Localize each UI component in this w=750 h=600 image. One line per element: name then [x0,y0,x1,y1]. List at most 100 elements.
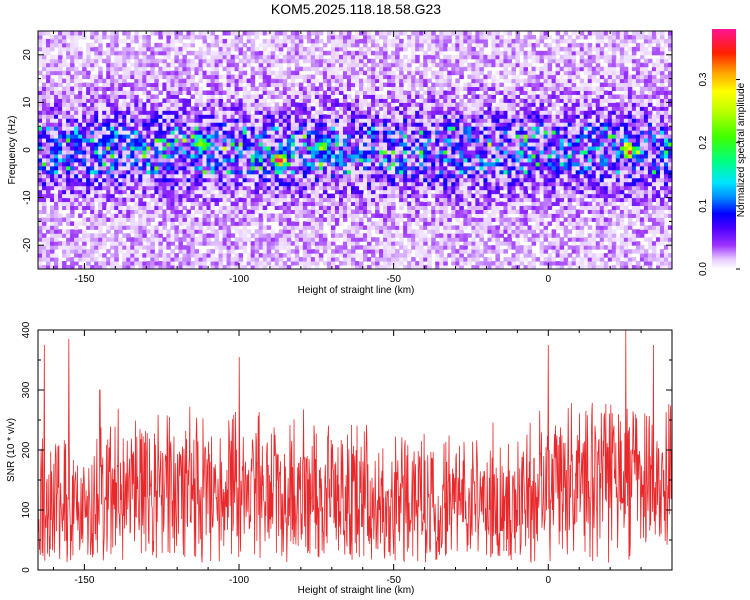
spectrogram-cell [391,217,396,222]
spectrogram-cell [158,229,163,234]
spectrogram-cell [178,34,183,40]
spectrogram-cell [98,241,103,246]
spectrogram-cell [411,257,416,262]
spectrogram-cell [222,265,228,270]
spectrogram-cell [202,70,208,76]
spectrogram-cell [254,130,260,135]
spectrogram-cell [290,78,296,84]
spectrogram-cell [254,265,260,270]
spectrogram-cell [274,86,280,91]
spectrogram-cell [246,185,252,191]
spectrogram-cell [178,161,183,167]
spectrogram-cell [130,50,135,56]
spectrogram-cell [158,177,163,183]
spectrogram-cell [178,126,183,131]
spectrogram-cell [419,98,424,103]
spectrogram-cell [222,233,228,238]
spectrogram-cell [82,118,87,123]
spectrogram-cell [62,241,67,246]
spectrogram-cell [150,185,155,191]
spectrogram-cell [158,237,163,242]
spectrogram-cell [371,122,376,127]
spectrogram-cell [198,146,204,151]
spectrogram-cell [375,265,380,270]
spectrogram-cell [70,138,75,143]
spectrogram-cell [318,126,324,131]
spectrogram-cell [314,177,320,183]
spectrogram-cell [194,157,199,163]
spectrogram-cell [326,90,332,95]
spectrogram-cell [387,249,392,254]
spectrogram-cell [350,201,356,207]
spectrogram-cell [126,134,131,139]
spectrogram-cell [170,233,175,238]
spectrogram-cell [86,150,91,155]
spectrogram-cell [379,54,384,60]
spectrogram-cell [238,241,244,246]
spectrogram-cell [250,169,256,175]
spectrogram-cell [338,106,344,111]
spectrogram-cell [170,177,175,183]
spectrogram-cell [182,90,187,95]
spectrogram-cell [114,34,119,40]
spectrogram-cell [238,153,244,159]
spectrogram-cell [238,118,244,123]
spectrogram-cell [62,62,67,68]
spectrogram-cell [126,74,131,80]
spectrogram-cell [94,134,99,139]
spectrogram-cell [282,157,288,163]
spectrogram-cell [118,62,123,68]
spectrogram-cell [411,153,416,159]
spectrogram-cell [379,74,384,80]
spectrogram-cell [170,138,175,143]
spectrogram-cell [162,114,167,119]
spectrogram-cell [174,70,179,76]
spectrogram-cell [278,46,284,52]
spectrogram-cell [206,249,212,254]
spectrogram-cell [170,42,175,48]
spectrogram-cell [383,34,388,40]
spectrogram-cell [314,249,320,254]
spectrogram-cell [138,42,143,48]
spectrogram-cell [302,130,308,135]
spectrogram-cell [314,189,320,195]
spectrogram-cell [322,102,328,107]
spectrogram-cell [359,265,364,270]
spectrogram-cell [202,205,208,210]
spectrogram-cell [142,114,147,119]
spectrogram-cell [399,161,404,167]
spectrogram-cell [194,134,199,139]
spectrogram-cell [411,86,416,91]
spectrogram-cell [379,173,384,179]
spectrogram-cell [371,257,376,262]
spectrogram-cell [62,31,67,36]
spectrogram-cell [399,130,404,135]
spectrogram-cell [314,173,320,179]
spectrogram-cell [170,142,175,147]
spectrogram-cell [138,173,143,179]
spectrogram-cell [294,233,300,238]
spectrogram-cell [294,82,300,88]
spectrogram-cell [399,126,404,131]
spectrogram-cell [367,74,372,80]
spectrogram-cell [206,46,212,52]
spectrogram-cell [58,213,63,218]
spectrogram-cell [226,42,232,48]
spectrogram-cell [314,102,320,107]
spectrogram-cell [234,185,240,191]
spectrogram-cell [230,205,236,210]
spectrogram-cell [202,110,208,115]
spectrogram-cell [234,253,240,258]
spectrogram-cell [202,165,208,171]
spectrogram-cell [367,102,372,107]
spectrogram-cell [174,177,179,183]
spectrogram-cell [367,233,372,238]
spectrogram-cell [278,169,284,175]
spectrogram-cell [310,201,316,207]
spectrogram-cell [110,189,115,195]
spectrogram-cell [54,114,59,119]
spectrogram-cell [98,34,103,40]
spectrogram-cell [290,130,296,135]
spectrogram-cell [94,54,99,60]
spectrogram-cell [258,165,264,171]
